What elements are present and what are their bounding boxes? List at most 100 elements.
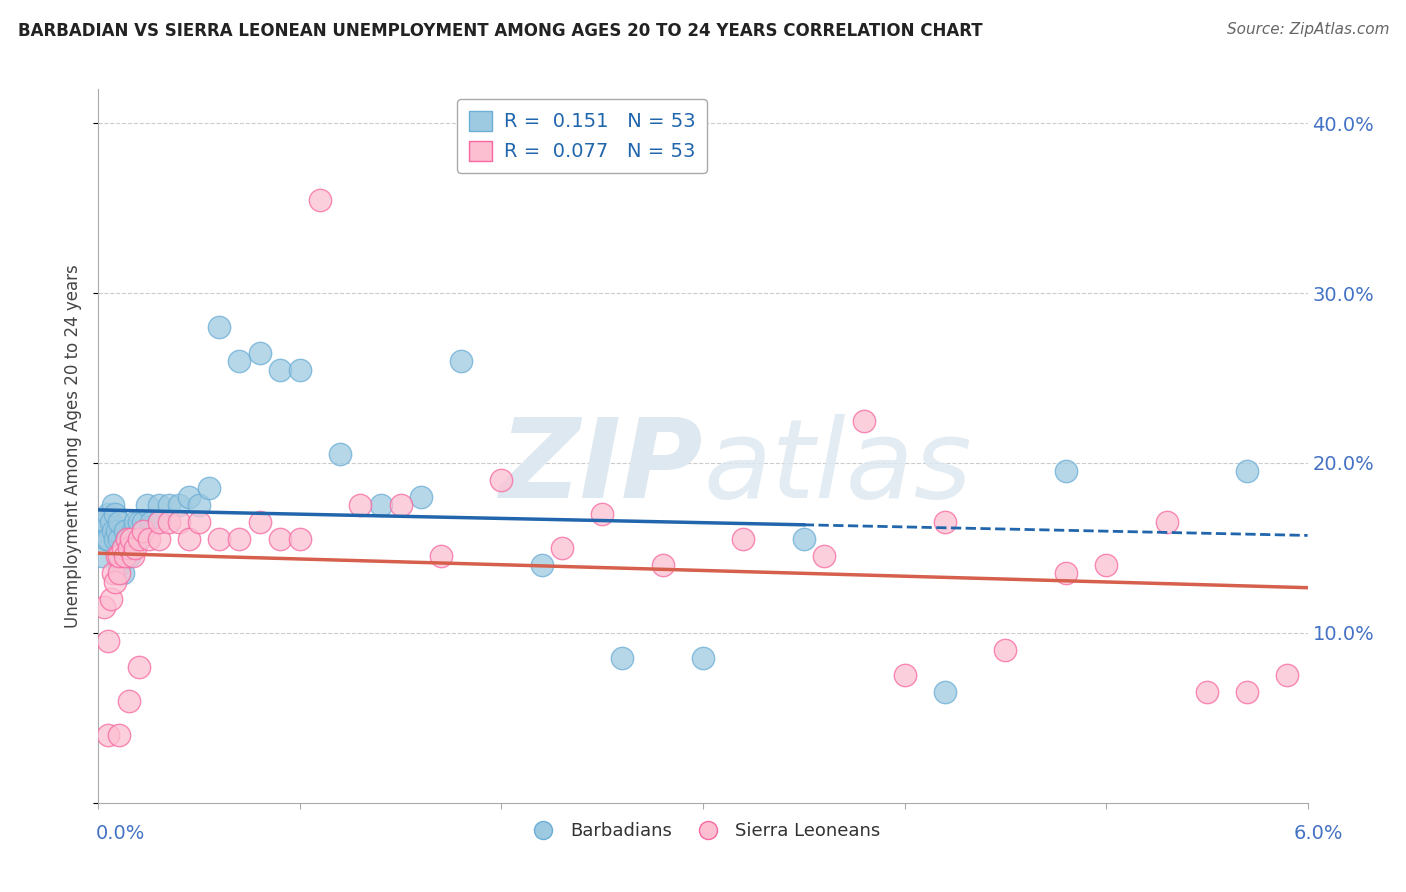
Point — [103, 533, 125, 547]
Point — [97, 634, 120, 648]
Point — [1156, 516, 1178, 530]
Point — [118, 549, 141, 564]
Point — [97, 533, 120, 547]
Point — [138, 533, 160, 547]
Point — [934, 685, 956, 699]
Point — [107, 516, 129, 530]
Point — [591, 507, 613, 521]
Point — [115, 533, 138, 547]
Text: atlas: atlas — [703, 414, 972, 521]
Point — [107, 533, 129, 547]
Point — [148, 516, 170, 530]
Point — [93, 600, 115, 615]
Point — [128, 533, 150, 547]
Point — [934, 516, 956, 530]
Point — [121, 524, 143, 538]
Point — [105, 524, 128, 538]
Point — [288, 533, 311, 547]
Point — [813, 549, 835, 564]
Point — [111, 566, 134, 581]
Point — [93, 524, 115, 538]
Point — [692, 651, 714, 665]
Point — [249, 345, 271, 359]
Point — [1236, 465, 1258, 479]
Point — [101, 524, 124, 538]
Point — [107, 558, 129, 572]
Point — [349, 499, 371, 513]
Point — [228, 354, 250, 368]
Point — [114, 549, 136, 564]
Text: ZIP: ZIP — [499, 414, 703, 521]
Point — [114, 524, 136, 538]
Point — [370, 499, 392, 513]
Point — [188, 516, 211, 530]
Point — [120, 533, 142, 547]
Point — [114, 549, 136, 564]
Point — [651, 558, 673, 572]
Text: 6.0%: 6.0% — [1294, 824, 1343, 843]
Point — [118, 694, 141, 708]
Point — [91, 549, 114, 564]
Point — [124, 541, 146, 555]
Point — [551, 541, 574, 555]
Point — [1054, 566, 1077, 581]
Point — [96, 533, 118, 547]
Point — [167, 516, 190, 530]
Point — [249, 516, 271, 530]
Point — [179, 490, 201, 504]
Point — [188, 499, 211, 513]
Point — [228, 533, 250, 547]
Y-axis label: Unemployment Among Ages 20 to 24 years: Unemployment Among Ages 20 to 24 years — [65, 264, 83, 628]
Point — [409, 490, 432, 504]
Point — [96, 516, 118, 530]
Point — [148, 533, 170, 547]
Point — [111, 541, 134, 555]
Point — [1195, 685, 1218, 699]
Legend: Barbadians, Sierra Leoneans: Barbadians, Sierra Leoneans — [517, 815, 889, 847]
Point — [128, 533, 150, 547]
Point — [733, 533, 755, 547]
Point — [491, 473, 513, 487]
Point — [111, 541, 134, 555]
Point — [107, 566, 129, 581]
Point — [128, 516, 150, 530]
Point — [269, 533, 291, 547]
Point — [450, 354, 472, 368]
Point — [1095, 558, 1118, 572]
Point — [208, 320, 231, 334]
Text: 0.0%: 0.0% — [96, 824, 145, 843]
Text: BARBADIAN VS SIERRA LEONEAN UNEMPLOYMENT AMONG AGES 20 TO 24 YEARS CORRELATION C: BARBADIAN VS SIERRA LEONEAN UNEMPLOYMENT… — [18, 22, 983, 40]
Point — [135, 499, 157, 513]
Point — [101, 499, 124, 513]
Point — [139, 516, 162, 530]
Point — [208, 533, 231, 547]
Point — [157, 516, 180, 530]
Point — [115, 533, 138, 547]
Point — [179, 533, 201, 547]
Point — [430, 549, 453, 564]
Point — [97, 728, 120, 742]
Point — [994, 643, 1017, 657]
Point — [893, 668, 915, 682]
Point — [118, 541, 141, 555]
Point — [288, 362, 311, 376]
Point — [100, 591, 122, 606]
Point — [793, 533, 815, 547]
Point — [120, 533, 142, 547]
Point — [389, 499, 412, 513]
Point — [103, 574, 125, 589]
Point — [103, 507, 125, 521]
Point — [157, 499, 180, 513]
Point — [105, 549, 128, 564]
Point — [1054, 465, 1077, 479]
Point — [124, 516, 146, 530]
Point — [612, 651, 634, 665]
Point — [1277, 668, 1299, 682]
Point — [167, 499, 190, 513]
Point — [132, 516, 155, 530]
Point — [329, 448, 352, 462]
Point — [148, 516, 170, 530]
Point — [132, 524, 155, 538]
Point — [121, 549, 143, 564]
Point — [530, 558, 553, 572]
